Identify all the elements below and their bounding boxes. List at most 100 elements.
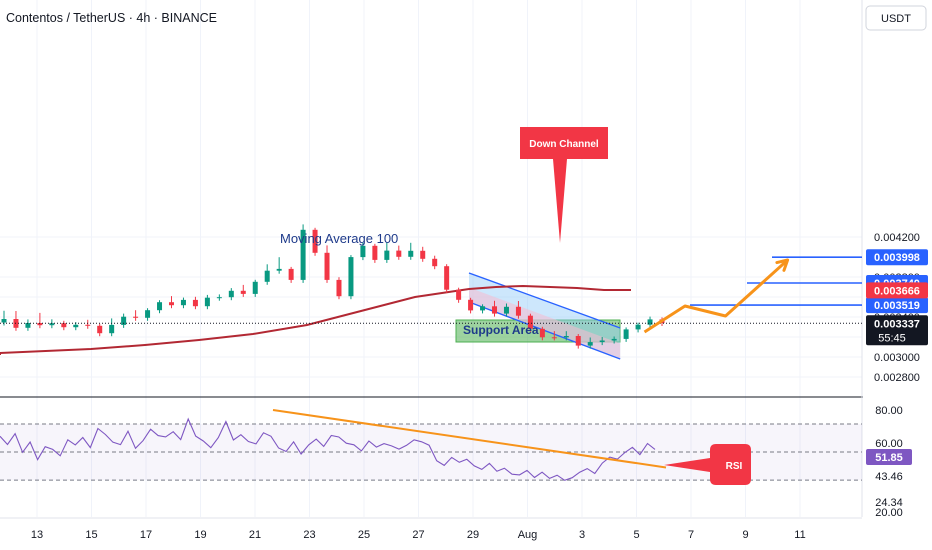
- down-channel-upper-line: [468, 272, 621, 329]
- candle-body[interactable]: [157, 302, 163, 311]
- candle-body[interactable]: [37, 323, 43, 326]
- candle-body[interactable]: [587, 342, 593, 346]
- candle-body[interactable]: [133, 316, 139, 318]
- candle-body[interactable]: [444, 266, 450, 290]
- candle-body[interactable]: [372, 245, 378, 260]
- candle-body[interactable]: [539, 328, 545, 338]
- candle-body[interactable]: [121, 316, 127, 325]
- time-tick-label: 17: [140, 529, 152, 541]
- time-tick-label: 9: [742, 529, 748, 541]
- candle-body[interactable]: [480, 306, 486, 311]
- rsi-callout: RSI: [664, 444, 751, 485]
- candle-body[interactable]: [109, 324, 115, 334]
- candle-body[interactable]: [240, 290, 246, 294]
- price-tick-label: 0.002800: [874, 372, 920, 384]
- chart-title: Contentos / TetherUS · 4h · BINANCE: [6, 11, 217, 25]
- candle-body[interactable]: [288, 268, 294, 280]
- candle-body[interactable]: [49, 323, 55, 326]
- time-tick-label: 15: [85, 529, 97, 541]
- rsi-tick-label: 20.00: [875, 507, 903, 519]
- candle-body[interactable]: [456, 289, 462, 300]
- ma-price-label: 0.003666: [874, 285, 920, 297]
- time-axis[interactable]: 13 15 17 19 21 23 25 27 29 Aug 3 5 7 9 11: [0, 517, 862, 541]
- candle-body[interactable]: [420, 250, 426, 259]
- time-tick-label: 21: [249, 529, 261, 541]
- target-price-label: 0.003519: [874, 300, 920, 312]
- time-tick-label: 25: [358, 529, 370, 541]
- candle-body[interactable]: [647, 319, 653, 325]
- time-tick-label: 11: [794, 529, 805, 541]
- target-lines: [690, 256, 862, 306]
- candle-body[interactable]: [264, 270, 270, 282]
- target-price-label: 0.003998: [874, 252, 920, 264]
- candle-body[interactable]: [300, 229, 306, 280]
- time-tick-label: Aug: [518, 529, 538, 541]
- price-tick-label: 0.004200: [874, 232, 920, 244]
- current-price-bg: [866, 315, 928, 346]
- rsi-callout-label: RSI: [726, 461, 743, 472]
- ma-price-label-bg: [866, 282, 928, 299]
- support-area-label: Support Area: [463, 323, 539, 337]
- candle-body[interactable]: [324, 252, 330, 280]
- candle-body[interactable]: [25, 323, 31, 328]
- candle-body[interactable]: [551, 337, 557, 339]
- down-channel-label: Down Channel: [529, 139, 599, 150]
- candle-body[interactable]: [408, 250, 414, 257]
- candle-body[interactable]: [1, 319, 7, 323]
- candle-body[interactable]: [503, 306, 509, 314]
- target-price-label-bg: [866, 249, 928, 266]
- rsi-tick-label: 80.00: [875, 405, 903, 417]
- candle-body[interactable]: [360, 245, 366, 258]
- candle-body[interactable]: [623, 329, 629, 339]
- time-tick-label: 23: [303, 529, 315, 541]
- ma-100-path: [0, 284, 631, 355]
- candle-body[interactable]: [312, 229, 318, 253]
- candle-body[interactable]: [396, 250, 402, 257]
- candle-body[interactable]: [145, 310, 151, 318]
- candle-body[interactable]: [384, 250, 390, 260]
- candle-body[interactable]: [168, 302, 174, 306]
- candle-body[interactable]: [563, 336, 569, 338]
- projection-line: [643, 258, 789, 334]
- candle-body[interactable]: [348, 257, 354, 297]
- candle-body[interactable]: [492, 306, 498, 314]
- time-tick-label: 19: [194, 529, 206, 541]
- candle-body[interactable]: [216, 297, 222, 299]
- candle-body[interactable]: [599, 340, 605, 343]
- rsi-value-bg: [866, 449, 912, 465]
- moving-average-label: Moving Average 100: [280, 231, 398, 246]
- candle-body[interactable]: [61, 323, 67, 328]
- currency-button[interactable]: USDT: [865, 5, 927, 31]
- currency-label: USDT: [881, 13, 911, 25]
- candles[interactable]: [0, 224, 862, 349]
- rsi-line: [0, 417, 656, 481]
- rsi-trendline: [272, 409, 667, 469]
- candle-body[interactable]: [527, 315, 533, 329]
- candle-body[interactable]: [468, 299, 474, 311]
- rsi-tick-label: 43.46: [875, 471, 903, 483]
- price-axis[interactable]: 0.0042000.0038000.0036000.0034000.003200…: [863, 0, 932, 550]
- candle-body[interactable]: [204, 297, 210, 307]
- candle-body[interactable]: [432, 258, 438, 267]
- target-price-label-bg: [866, 297, 928, 314]
- candle-body[interactable]: [611, 338, 617, 341]
- candle-body[interactable]: [252, 281, 258, 294]
- candle-body[interactable]: [515, 306, 521, 316]
- candle-body[interactable]: [336, 279, 342, 297]
- projection-arrowhead: [775, 258, 790, 272]
- candle-body[interactable]: [635, 324, 641, 330]
- time-tick-label: 7: [688, 529, 694, 541]
- candle-body[interactable]: [97, 325, 103, 334]
- candle-body[interactable]: [85, 324, 91, 326]
- time-tick-label: 5: [633, 529, 639, 541]
- candle-body[interactable]: [180, 299, 186, 306]
- candle-body[interactable]: [575, 336, 581, 346]
- rsi-tick-label: 60.00: [875, 438, 903, 450]
- time-tick-label: 13: [31, 529, 43, 541]
- down-channel-callout: Down Channel: [520, 127, 608, 243]
- candle-body[interactable]: [192, 299, 198, 307]
- candle-body[interactable]: [228, 290, 234, 298]
- candle-body[interactable]: [73, 324, 79, 328]
- candle-body[interactable]: [276, 268, 282, 271]
